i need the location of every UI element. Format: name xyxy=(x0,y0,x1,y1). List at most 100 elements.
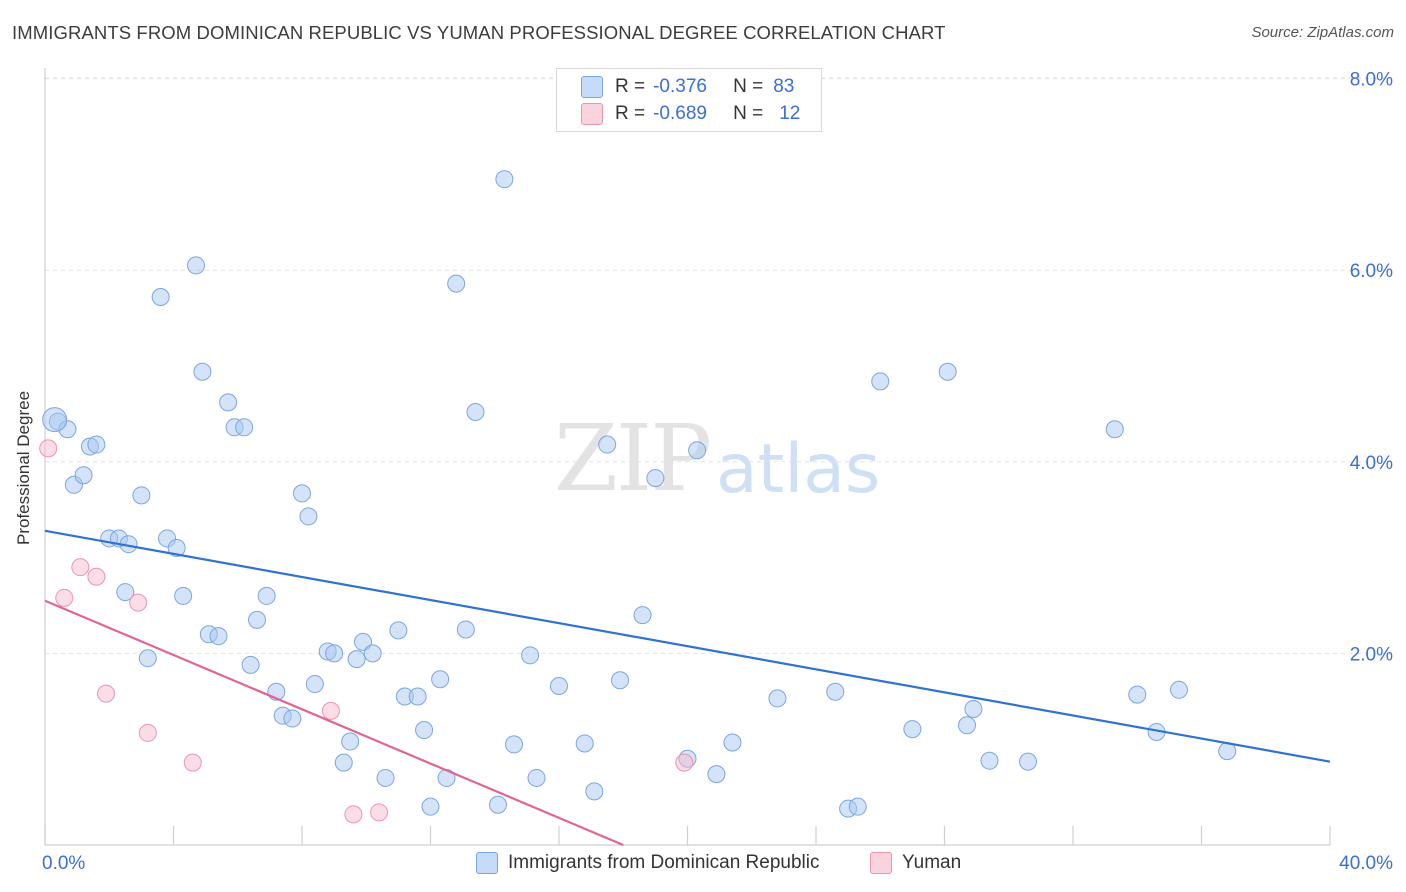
data-point-dominican xyxy=(431,670,450,689)
tick-labels: 2.0% 4.0% 6.0% 8.0% 0.0% 40.0% xyxy=(42,70,1393,874)
data-point-dominican xyxy=(354,632,373,651)
data-point-dominican xyxy=(633,606,652,625)
y-tick-label: 6.0% xyxy=(1350,261,1393,282)
data-point-dominican xyxy=(957,716,976,735)
data-point-dominican xyxy=(293,484,311,503)
data-point-dominican xyxy=(174,586,193,605)
data-point-dominican xyxy=(87,435,106,454)
data-point-dominican xyxy=(550,676,568,695)
trend-line-yuman xyxy=(44,599,624,847)
series-legend: Immigrants from Dominican Republic Yuman xyxy=(0,850,1406,880)
data-point-dominican xyxy=(186,256,205,275)
y-tick-label: 4.0% xyxy=(1350,453,1393,474)
legend-item-dominican: Immigrants from Dominican Republic xyxy=(476,852,820,874)
data-point-dominican xyxy=(132,486,151,505)
data-point-dominican xyxy=(421,797,440,816)
data-point-dominican xyxy=(466,402,485,421)
legend-r-value: -0.376 xyxy=(653,76,707,97)
x-tick-label: 40.0% xyxy=(1339,853,1393,874)
watermark-zip: ZIP xyxy=(554,405,710,512)
data-point-yuman xyxy=(55,588,74,607)
data-point-dominican xyxy=(299,507,318,526)
data-point-dominican xyxy=(74,466,93,485)
data-point-dominican xyxy=(505,735,524,754)
data-point-dominican xyxy=(456,620,475,639)
data-points xyxy=(39,170,1237,824)
data-point-dominican xyxy=(151,288,170,307)
legend-label-yuman: Yuman xyxy=(902,852,962,873)
legend-n-value: 83 xyxy=(773,76,795,97)
data-point-dominican xyxy=(768,689,787,708)
data-point-dominican xyxy=(1128,685,1147,704)
data-point-dominican xyxy=(495,170,514,189)
correlation-legend: R = -0.376 N = 83 R = -0.689 N = 12 xyxy=(556,68,822,132)
watermark-atlas: atlas xyxy=(716,430,880,509)
data-point-dominican xyxy=(598,435,617,454)
legend-swatch-pink xyxy=(581,103,603,125)
data-point-yuman xyxy=(138,723,157,742)
legend-swatch-pink xyxy=(870,852,892,874)
y-axis-label-wrap: Professional Degree xyxy=(14,340,42,740)
data-point-dominican xyxy=(363,644,382,663)
data-point-dominican xyxy=(707,765,726,784)
data-point-dominican xyxy=(341,732,360,751)
data-point-dominican xyxy=(688,441,707,460)
data-point-dominican xyxy=(575,734,594,753)
data-point-yuman xyxy=(675,753,694,772)
data-point-dominican xyxy=(527,768,546,787)
data-point-dominican xyxy=(938,362,957,381)
data-point-dominican xyxy=(334,753,353,772)
data-point-yuman xyxy=(183,753,202,772)
legend-swatch-blue xyxy=(476,852,498,874)
legend-row-dominican: R = -0.376 N = 83 xyxy=(581,74,794,100)
legend-r-label: R = xyxy=(615,103,646,124)
data-point-dominican xyxy=(138,649,157,668)
data-point-yuman xyxy=(321,701,340,720)
chart-title: IMMIGRANTS FROM DOMINICAN REPUBLIC VS YU… xyxy=(12,22,946,43)
y-axis-label: Professional Degree xyxy=(14,390,33,545)
data-point-yuman xyxy=(71,558,90,577)
data-point-dominican xyxy=(257,586,276,605)
data-point-dominican xyxy=(1019,752,1038,771)
data-point-dominican xyxy=(347,650,366,669)
data-point-dominican xyxy=(219,393,238,412)
data-point-dominican xyxy=(167,539,186,558)
data-point-dominican xyxy=(980,751,999,770)
data-point-yuman xyxy=(97,684,116,703)
data-point-dominican xyxy=(116,583,135,602)
data-point-dominican xyxy=(964,699,983,718)
trend-lines xyxy=(44,529,1331,847)
legend-row-yuman: R = -0.689 N = 12 xyxy=(581,101,800,127)
data-point-yuman xyxy=(39,439,58,458)
data-point-yuman xyxy=(129,593,148,612)
data-point-dominican xyxy=(585,782,604,801)
data-point-dominican xyxy=(415,721,434,740)
data-point-dominican xyxy=(305,675,324,694)
data-point-dominican xyxy=(903,720,922,739)
watermark: ZIP atlas xyxy=(554,405,880,512)
legend-r-label: R = xyxy=(615,76,646,97)
data-point-dominican xyxy=(235,418,254,437)
data-point-dominican xyxy=(488,795,507,814)
data-point-dominican xyxy=(209,627,228,646)
data-point-dominican xyxy=(42,407,68,433)
y-tick-label: 8.0% xyxy=(1350,70,1393,91)
legend-n-label: N = xyxy=(733,103,764,124)
trend-line-dominican xyxy=(44,529,1331,763)
y-tick-label: 2.0% xyxy=(1350,644,1393,665)
legend-label-dominican: Immigrants from Dominican Republic xyxy=(508,852,820,873)
x-tick-label: 0.0% xyxy=(42,853,85,874)
data-point-dominican xyxy=(248,610,267,629)
data-point-dominican xyxy=(646,469,665,488)
legend-r-value: -0.689 xyxy=(653,103,707,124)
data-point-dominican xyxy=(376,768,395,787)
data-point-yuman xyxy=(370,803,389,822)
data-point-dominican xyxy=(325,644,344,663)
data-point-dominican xyxy=(447,274,466,293)
legend-item-yuman: Yuman xyxy=(870,852,961,874)
data-point-dominican xyxy=(1170,680,1189,699)
data-point-yuman xyxy=(344,805,363,824)
data-point-yuman xyxy=(87,567,106,586)
data-point-dominican xyxy=(871,372,890,391)
